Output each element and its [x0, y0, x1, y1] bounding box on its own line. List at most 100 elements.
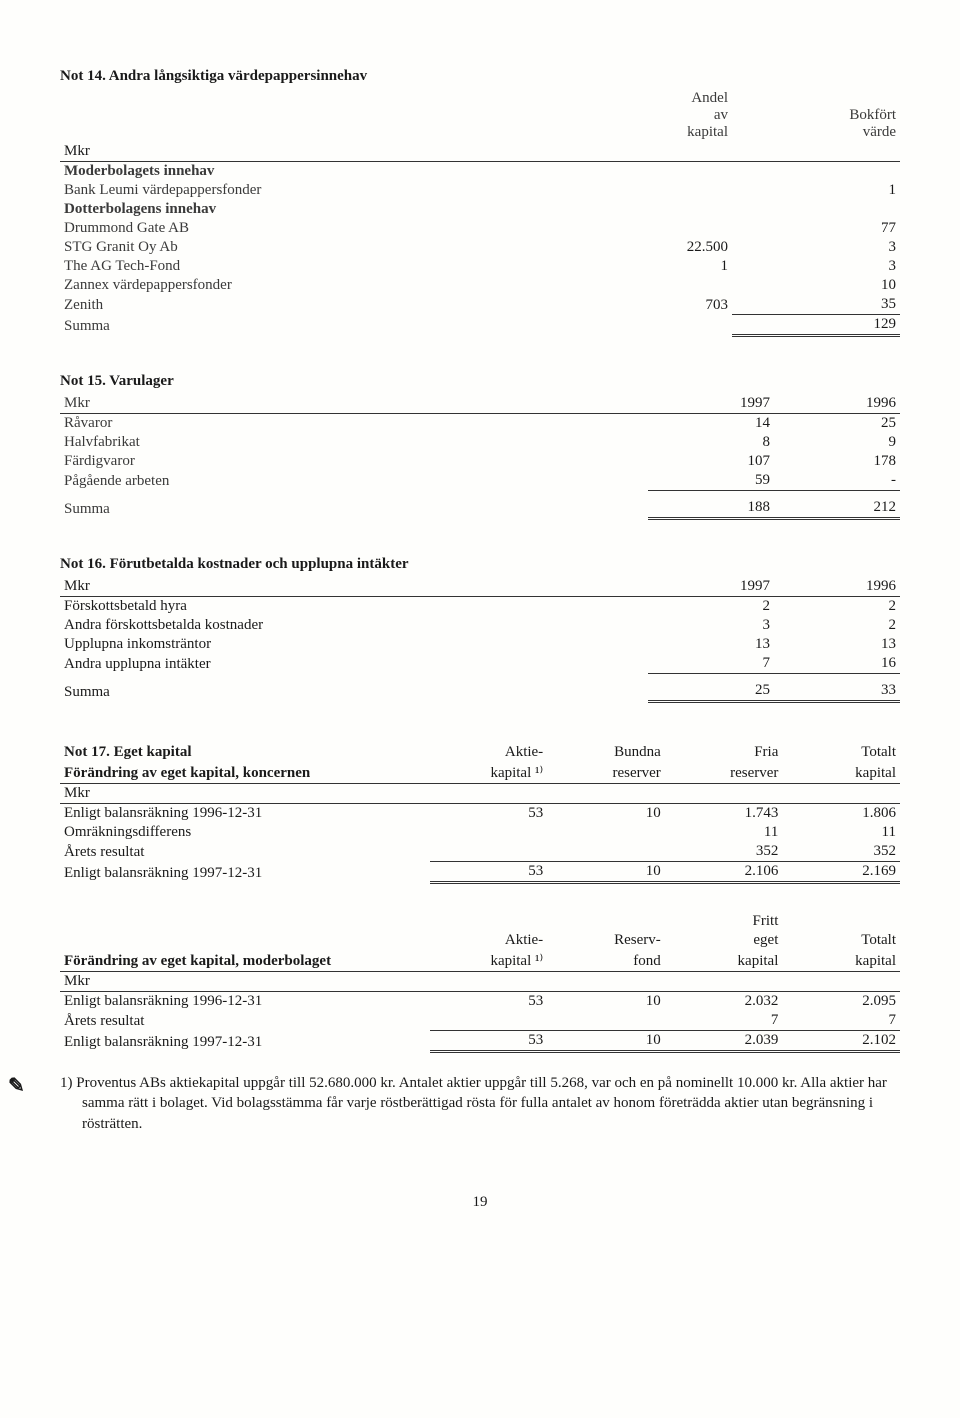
note17a-table: Not 17. Eget kapital Aktie- Bundna Fria …: [60, 743, 900, 884]
note15-y1: 1997: [648, 394, 774, 414]
row-ravaror: Råvaror: [60, 414, 648, 434]
ravaror-96: 25: [774, 414, 900, 434]
b-r2c3: 7: [665, 1011, 783, 1031]
b-r1c4: 2.095: [782, 992, 900, 1012]
b-c3b: eget: [665, 931, 783, 950]
halv-96: 9: [774, 433, 900, 452]
r2c3: 11: [665, 823, 783, 842]
b-r3c4: 2.102: [782, 1031, 900, 1052]
footnote-1: ✎ 1) Proventus ABs aktiekapital uppgår t…: [60, 1073, 900, 1134]
ag-andel: 1: [564, 257, 732, 276]
note15-sum-label: Summa: [60, 491, 648, 519]
note15-unit: Mkr: [60, 394, 648, 414]
r3c3: 352: [665, 842, 783, 862]
r4c4: 2.169: [782, 862, 900, 883]
row-zannex: Zannex värdepappersfonder: [60, 276, 564, 295]
b-row-arets: Årets resultat: [60, 1011, 430, 1031]
row-leumi: Bank Leumi värdepappersfonder: [60, 181, 564, 200]
note15-sum-96: 212: [774, 491, 900, 519]
stg-val: 3: [732, 238, 900, 257]
uppink-96: 13: [774, 635, 900, 654]
footnote-text: 1) Proventus ABs aktiekapital uppgår til…: [60, 1075, 887, 1132]
row-stg: STG Granit Oy Ab: [60, 238, 564, 257]
b-row-bal97: Enligt balansräkning 1997-12-31: [60, 1031, 430, 1052]
halv-97: 8: [648, 433, 774, 452]
b-r3c1: 53: [430, 1031, 548, 1052]
c4b: kapital: [782, 762, 900, 784]
note16-sum-96: 33: [774, 674, 900, 702]
b-c3a: Fritt: [665, 912, 783, 931]
b-r1c3: 2.032: [665, 992, 783, 1012]
note14-table: Andelavkapital Bokförtvärde Mkr Moderbol…: [60, 89, 900, 337]
note17a-subtitle: Förändring av eget kapital, koncernen: [60, 762, 430, 784]
row-bal96: Enligt balansräkning 1996-12-31: [60, 804, 430, 824]
note14-unit: Mkr: [60, 142, 564, 162]
note15-table: Mkr19971996 Råvaror1425 Halvfabrikat89 F…: [60, 394, 900, 520]
note14-sum: 129: [732, 315, 900, 336]
ravaror-97: 14: [648, 414, 774, 434]
hyra-97: 2: [648, 597, 774, 617]
b-c1b: kapital ¹⁾: [430, 950, 548, 972]
page-number: 19: [60, 1194, 900, 1211]
andrau-97: 7: [648, 654, 774, 674]
r1c3: 1.743: [665, 804, 783, 824]
b-c4b: kapital: [782, 950, 900, 972]
sec-moderbolagets: Moderbolagets innehav: [60, 162, 564, 182]
stg-andel: 22.500: [564, 238, 732, 257]
andrau-96: 16: [774, 654, 900, 674]
note15-y2: 1996: [774, 394, 900, 414]
andraf-97: 3: [648, 616, 774, 635]
row-andra-upplupna: Andra upplupna intäkter: [60, 654, 648, 674]
c3b: reserver: [665, 762, 783, 784]
c2a: Bundna: [547, 743, 665, 762]
fardig-96: 178: [774, 452, 900, 471]
note14-title: Not 14. Andra långsiktiga värdepappersin…: [60, 68, 900, 85]
hyra-96: 2: [774, 597, 900, 617]
row-halvfabrikat: Halvfabrikat: [60, 433, 648, 452]
row-zenith: Zenith: [60, 295, 564, 315]
ag-val: 3: [732, 257, 900, 276]
note16-y1: 1997: [648, 577, 774, 597]
r4c2: 10: [547, 862, 665, 883]
b-c2b: fond: [547, 950, 665, 972]
uppink-97: 13: [648, 635, 774, 654]
zannex-val: 10: [732, 276, 900, 295]
c1a: Aktie-: [430, 743, 548, 762]
row-upplupna-ink: Upplupna inkomsträntor: [60, 635, 648, 654]
r4c3: 2.106: [665, 862, 783, 883]
r2c4: 11: [782, 823, 900, 842]
row-omrak: Omräkningsdifferens: [60, 823, 430, 842]
row-ag: The AG Tech-Fond: [60, 257, 564, 276]
note17b-unit: Mkr: [60, 972, 430, 992]
row-fardigvaror: Färdigvaror: [60, 452, 648, 471]
row-drummond: Drummond Gate AB: [60, 219, 564, 238]
c4a: Totalt: [782, 743, 900, 762]
andraf-96: 2: [774, 616, 900, 635]
note16-sum-97: 25: [648, 674, 774, 702]
row-hyra: Förskottsbetald hyra: [60, 597, 648, 617]
r4c1: 53: [430, 862, 548, 883]
row-arets: Årets resultat: [60, 842, 430, 862]
b-c4a: Totalt: [782, 931, 900, 950]
fardig-97: 107: [648, 452, 774, 471]
b-r3c2: 10: [547, 1031, 665, 1052]
note16-table: Mkr19971996 Förskottsbetald hyra22 Andra…: [60, 577, 900, 703]
note15-sum-97: 188: [648, 491, 774, 519]
b-c1a: Aktie-: [430, 931, 548, 950]
note17a-unit: Mkr: [60, 784, 430, 804]
c3a: Fria: [665, 743, 783, 762]
note17b-table: Fritt Aktie- Reserv- eget Totalt Förändr…: [60, 912, 900, 1053]
b-c2a: Reserv-: [547, 931, 665, 950]
row-andra-forskott: Andra förskottsbetalda kostnader: [60, 616, 648, 635]
r1c2: 10: [547, 804, 665, 824]
note17-title: Not 17. Eget kapital: [60, 743, 430, 762]
b-row-bal96: Enligt balansräkning 1996-12-31: [60, 992, 430, 1012]
b-r1c1: 53: [430, 992, 548, 1012]
zenith-val: 35: [732, 295, 900, 315]
drum-val: 77: [732, 219, 900, 238]
zenith-andel: 703: [564, 295, 732, 315]
note16-y2: 1996: [774, 577, 900, 597]
r3c4: 352: [782, 842, 900, 862]
note17b-subtitle: Förändring av eget kapital, moderbolaget: [60, 950, 430, 972]
b-r2c4: 7: [782, 1011, 900, 1031]
